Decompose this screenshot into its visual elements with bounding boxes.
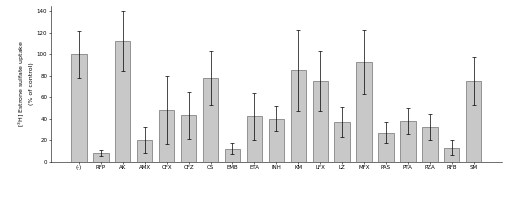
Bar <box>137 140 153 162</box>
Bar <box>247 116 262 162</box>
Bar <box>225 149 240 162</box>
Bar <box>444 148 459 162</box>
Bar <box>335 122 350 162</box>
Bar <box>422 127 438 162</box>
Bar <box>71 54 87 162</box>
Bar <box>269 119 284 162</box>
Y-axis label: [$^{3}$H] Estrone sulfate uptake
(% of control): [$^{3}$H] Estrone sulfate uptake (% of c… <box>17 40 34 127</box>
Bar <box>400 121 416 162</box>
Bar <box>378 133 393 162</box>
Bar <box>115 41 130 162</box>
Bar <box>93 153 108 162</box>
Bar <box>466 81 482 162</box>
Bar <box>203 78 218 162</box>
Bar <box>356 62 372 162</box>
Bar <box>181 115 196 162</box>
Bar <box>159 110 174 162</box>
Bar <box>291 70 306 162</box>
Bar <box>312 81 328 162</box>
